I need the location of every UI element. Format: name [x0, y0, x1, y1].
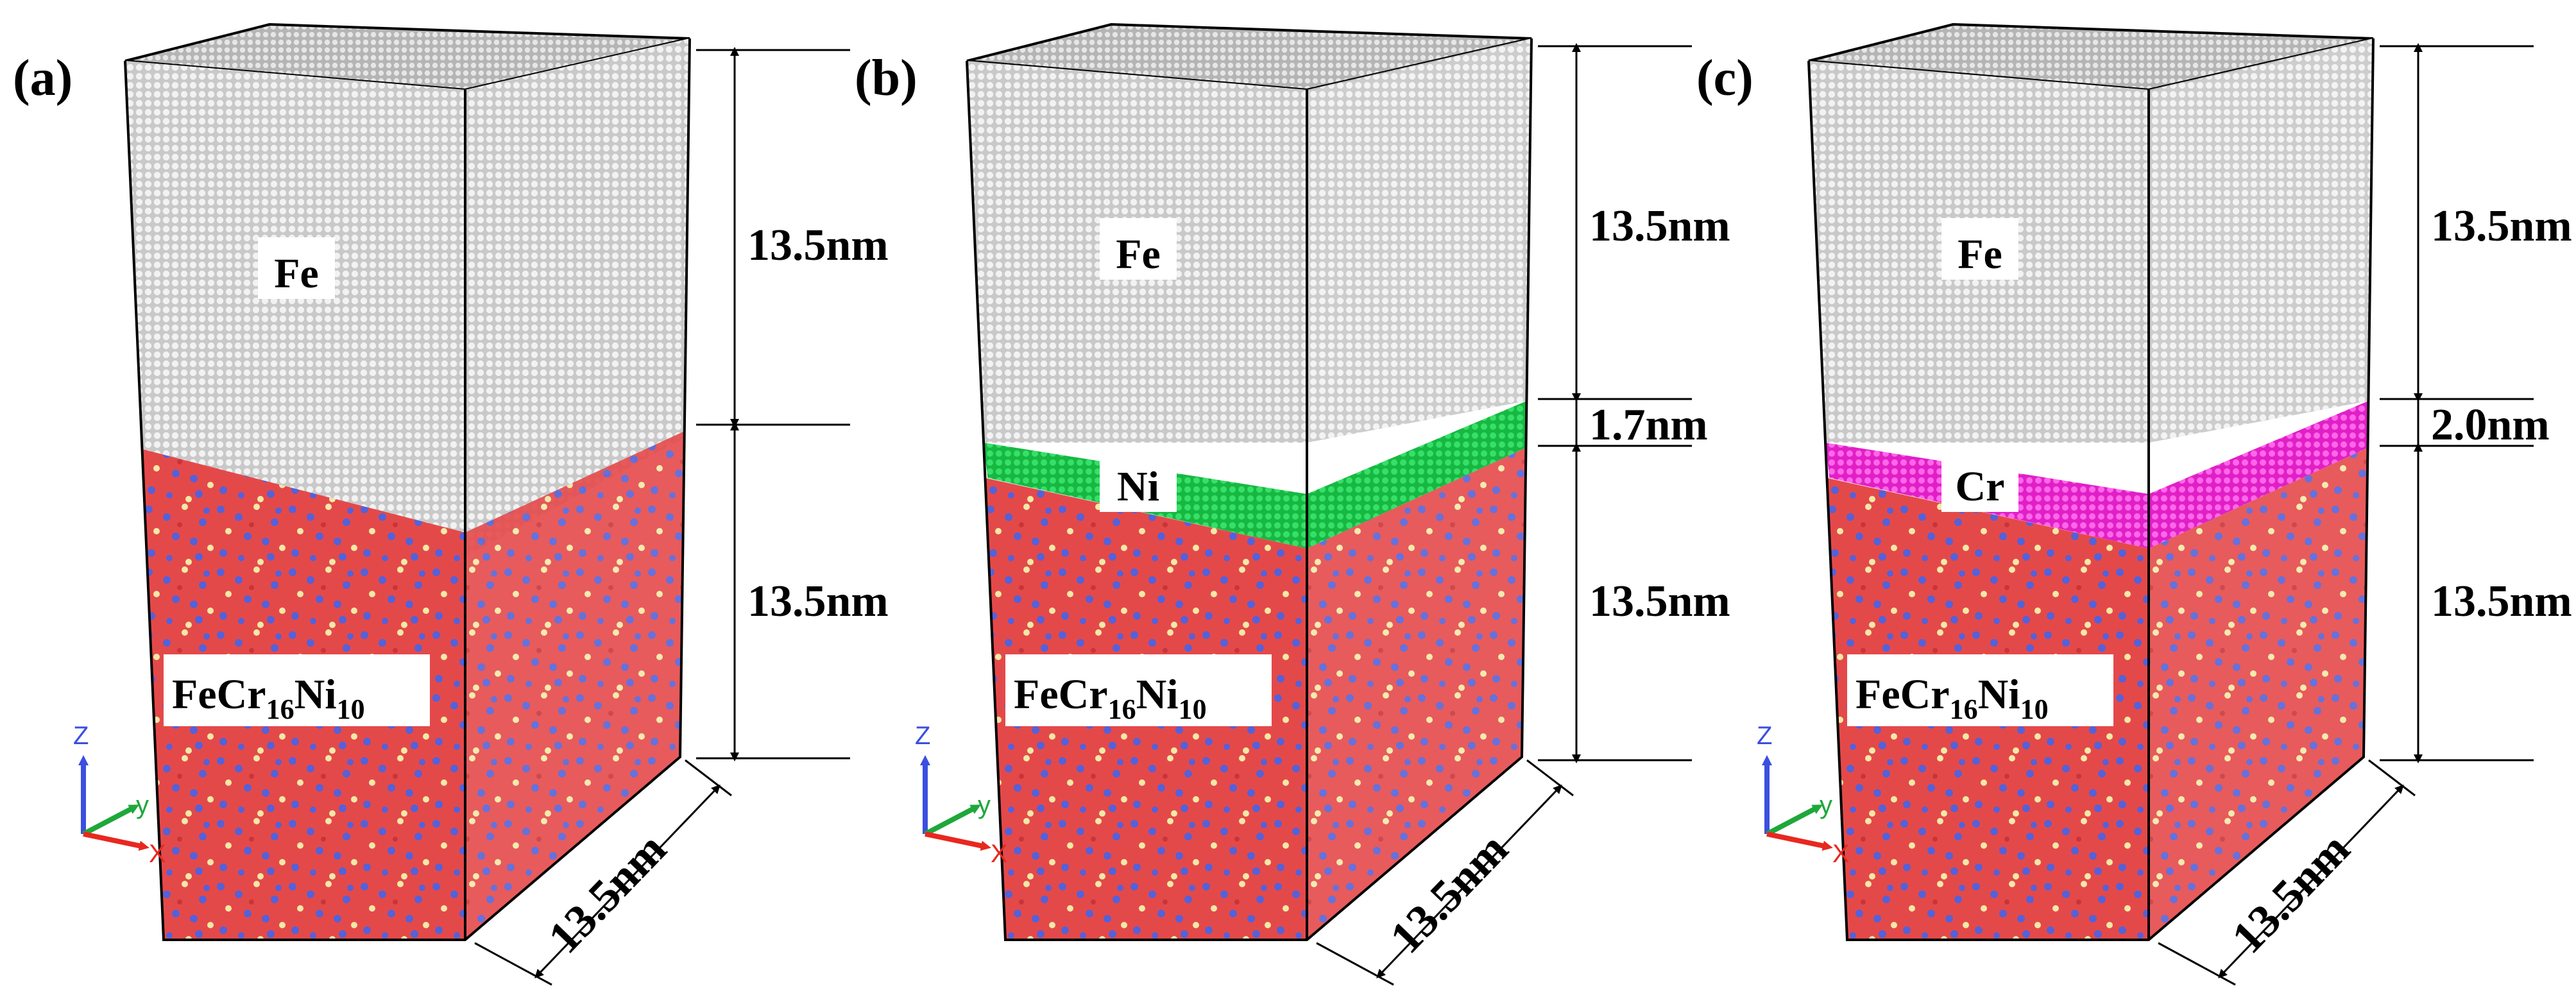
axis-y-arrow [1766, 804, 1823, 837]
fe-label-bg [1100, 218, 1177, 280]
axis-triad: ZyX [73, 722, 166, 868]
axis-x-arrow [925, 831, 991, 851]
width-extension-left [2158, 942, 2236, 986]
width-arrow [1376, 784, 1562, 979]
ni-label: Ni [1117, 463, 1159, 510]
alloy-label: FeCr16Ni10 [1855, 671, 2049, 725]
height-dimensions: 13.5nm 1.7nm 13.5nm [1538, 43, 1730, 763]
width-extension-right [1526, 759, 1574, 797]
dimension-label: 13.5nm [2431, 577, 2572, 626]
dimension-label: 13.5nm [747, 221, 889, 270]
ni-layer-side [1307, 401, 1527, 549]
fe-label: Fe [274, 250, 319, 297]
axis-x-label: X [1832, 840, 1850, 868]
fe-side-face-upper [465, 38, 690, 532]
alloy-label-bg [1847, 654, 2113, 726]
width-extension-right [2368, 759, 2416, 797]
cr-label: Cr [1956, 463, 2005, 510]
width-arrow [2218, 784, 2404, 979]
axis-y-label: y [978, 791, 991, 819]
axis-y-label: y [136, 791, 149, 819]
width-extension-left [474, 942, 552, 986]
panel-3: (c)FeCrFeCr16Ni10ZyX13.5nm2.0nm13.5nm13.… [1696, 22, 2572, 986]
width-extension-right [685, 759, 732, 797]
alloy-label: FeCr16Ni10 [1014, 671, 1207, 725]
alloy-label-bg [1005, 654, 1272, 726]
cr-label-bg [1941, 455, 2018, 512]
axis-triad: ZyX [1757, 722, 1850, 868]
panel-letter: (c) [1696, 50, 1753, 106]
axis-x-label: X [149, 840, 166, 868]
dimension-label: 13.5nm [1589, 201, 1730, 251]
dimension-label: 13.5nm [2431, 201, 2572, 251]
axis-y-arrow [82, 804, 140, 837]
alloy-side-face [2149, 448, 2368, 940]
panel-letter: (b) [855, 50, 917, 106]
fe-label: Fe [1116, 231, 1161, 278]
fe-side-face [1307, 38, 1531, 443]
dimension-label: 1.7nm [1589, 400, 1708, 450]
dimension-label: 2.0nm [2431, 400, 2550, 450]
fe-side-face [2149, 38, 2373, 443]
axis-z-label: Z [1757, 722, 1772, 750]
axis-z-label: Z [915, 722, 930, 750]
axis-y-arrow [924, 804, 982, 837]
fe-label: Fe [1958, 231, 2002, 278]
height-dimensions: 13.5nm 13.5nm [696, 47, 889, 761]
axis-x-label: X [991, 840, 1008, 868]
dimension-label: 13.5nm [1589, 577, 1730, 626]
axis-y-label: y [1820, 791, 1832, 819]
ni-label-bg [1100, 455, 1177, 512]
panel-letter: (a) [13, 50, 73, 106]
panel-2: (b)FeNiFeCr16Ni10ZyX13.5nm1.7nm13.5nm13.… [855, 22, 1730, 986]
alloy-label: FeCr16Ni10 [172, 671, 365, 725]
axis-triad: ZyX [915, 722, 1008, 868]
dimension-label: 13.5nm [747, 577, 889, 626]
alloy-side-face [465, 431, 685, 940]
cr-layer-side [2149, 401, 2369, 549]
fe-label-bg [1941, 218, 2018, 280]
width-arrow [534, 784, 721, 979]
height-dimensions: 13.5nm 2.0nm 13.5nm [2380, 43, 2572, 763]
width-extension-left [1316, 942, 1394, 986]
fe-label-bg [258, 237, 335, 299]
axis-z-label: Z [73, 722, 89, 750]
alloy-label-bg [164, 654, 430, 726]
axis-x-arrow [83, 831, 149, 851]
axis-x-arrow [1766, 831, 1833, 851]
alloy-side-face [1307, 448, 1526, 940]
